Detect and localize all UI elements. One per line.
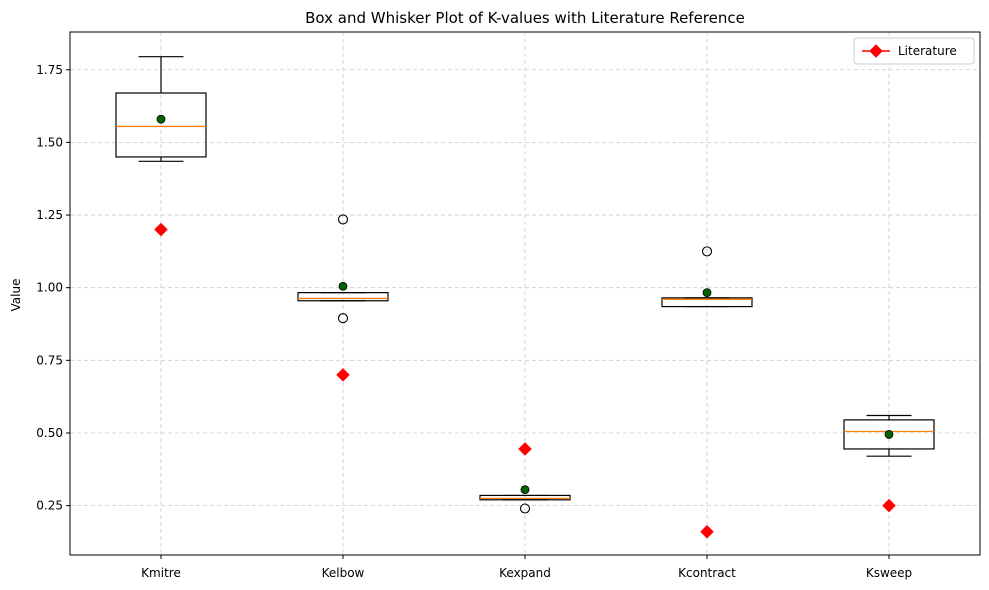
axes: 0.25 0.50 0.75 1.00 1.25 1.50 1.75 Kmitre Kelbow… xyxy=(36,31,981,580)
plot-area xyxy=(115,56,935,539)
chart-title: Box and Whisker Plot of K-values with Li… xyxy=(305,9,745,27)
legend-label: Literature xyxy=(898,44,957,58)
box-Kmitre xyxy=(115,56,207,162)
mean-marker xyxy=(338,281,348,291)
box-Kexpand xyxy=(479,485,571,514)
box-iqr xyxy=(479,494,571,501)
literature-point xyxy=(518,442,532,456)
y-tick-label: 1.75 xyxy=(36,63,63,77)
grid xyxy=(70,32,980,555)
legend-marker xyxy=(869,44,883,58)
outlier-point xyxy=(337,214,349,225)
x-tick-label: Kelbow xyxy=(322,566,365,580)
box-Kelbow xyxy=(297,214,389,324)
y-tick-label: 1.00 xyxy=(36,281,63,295)
y-tick-label: 1.50 xyxy=(36,135,63,149)
outlier-point xyxy=(337,313,349,324)
mean-marker xyxy=(884,430,894,439)
y-tick-label: 0.75 xyxy=(36,353,63,367)
box-Ksweep xyxy=(843,414,935,457)
y-tick-label: 1.25 xyxy=(36,208,63,222)
x-tick-label: Kexpand xyxy=(499,566,551,580)
mean-marker xyxy=(520,485,530,495)
x-tick-label: Kmitre xyxy=(141,566,181,580)
mean-marker xyxy=(156,114,166,124)
box-iqr xyxy=(661,297,753,308)
x-tick-label: Ksweep xyxy=(866,566,912,580)
y-tick-label: 0.50 xyxy=(36,426,63,440)
legend-box xyxy=(853,37,975,65)
y-axis-label: Value xyxy=(9,279,23,312)
box-iqr xyxy=(297,292,389,302)
mean-marker xyxy=(702,288,712,298)
literature-point xyxy=(882,498,896,513)
y-tick-label: 0.25 xyxy=(36,499,63,513)
literature-point xyxy=(336,368,350,382)
outlier-point xyxy=(701,246,713,257)
box-Kcontract xyxy=(661,246,753,308)
box-iqr xyxy=(115,92,207,158)
box-iqr xyxy=(843,419,935,450)
literature-point xyxy=(154,222,168,237)
x-tick-label: Kcontract xyxy=(678,566,736,580)
literature-point xyxy=(700,524,714,539)
outlier-point xyxy=(519,503,531,514)
legend: Literature xyxy=(853,37,975,65)
